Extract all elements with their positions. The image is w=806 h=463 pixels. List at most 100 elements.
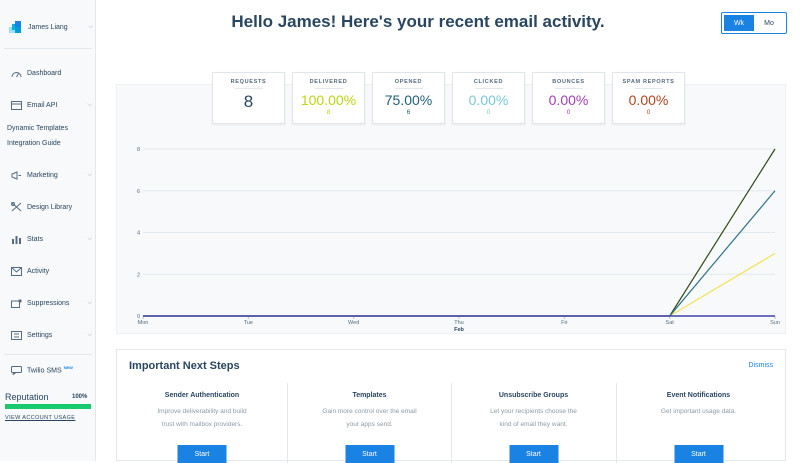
stat-divider [474,88,503,89]
stat-divider [314,88,343,89]
y-tick-label: 8 [137,147,140,153]
x-tick-label: Wed [348,320,359,326]
step-title: Templates [352,392,387,399]
stat-value: 75.00% [384,92,433,108]
stat-value: 0.00% [628,92,669,108]
sidebar-item-label: Marketing [27,171,58,179]
y-tick-label: 2 [137,272,140,278]
sidebar-item-label: Dashboard [27,69,62,77]
chevron-down-icon: ⌵ [87,331,92,338]
x-tick-label: Sat [666,320,675,326]
account-switcher[interactable]: James Liang ⌵ [9,18,93,36]
stat-card-bounces[interactable]: BOUNCES 0.00% 0 [532,72,605,124]
sidebar-item-label: Design Library [27,203,73,211]
chevron-down-icon: ⌵ [88,23,93,30]
sidebar: James Liang ⌵ Dashboard Email API ⌵ Dyna… [0,0,96,461]
stat-title: DELIVERED [309,79,348,85]
stat-card-delivered[interactable]: DELIVERED 100.00% 8 [292,72,365,124]
chevron-down-icon: ⌵ [87,171,92,178]
stat-divider [394,88,423,89]
reputation-value: 100% [72,394,88,400]
stat-card-opened[interactable]: OPENED 75.00% 6 [372,72,445,124]
stat-card-spam-reports[interactable]: SPAM REPORTS 0.00% 0 [612,72,685,124]
next-steps-panel: Important Next Steps Dismiss Sender Auth… [116,349,786,463]
step-title: Sender Authentication [164,392,240,399]
sendgrid-logo-icon [9,20,22,34]
chevron-down-icon: ⌵ [87,101,92,108]
period-toggle: Wk Mo [721,12,787,34]
sidebar-item-marketing[interactable]: Marketing ⌵ [10,168,92,182]
next-steps-title: Important Next Steps [129,360,240,372]
sidebar-item-settings[interactable]: Settings ⌵ [10,328,92,342]
series-line-delivered [143,252,776,317]
sidebar-item-label: Settings [27,331,53,339]
x-tick-label: Thu [454,320,463,326]
series-line-opened [143,190,776,317]
sidebar-item-design-library[interactable]: Design Library [10,200,92,214]
y-tick-label: 4 [137,231,140,237]
sidebar-item-dashboard[interactable]: Dashboard [10,66,92,80]
stat-value: 100.00% [300,92,357,108]
stat-card-clicked[interactable]: CLICKED 0.00% 0 [452,72,525,124]
reputation-bar [5,404,91,409]
toggle-month[interactable]: Mo [764,19,774,27]
sidebar-item-activity[interactable]: Activity [10,264,92,278]
view-account-usage-link[interactable]: VIEW ACCOUNT USAGE [5,415,76,421]
y-tick-label: 6 [137,189,140,195]
sidebar-item-email-api[interactable]: Email API ⌵ [10,98,92,112]
start-button[interactable]: Start [509,445,558,463]
stat-title: OPENED [394,79,423,85]
y-tick-label: 0 [137,314,140,320]
code-icon [10,100,22,110]
sidebar-subitem-dynamic-templates[interactable]: Dynamic Templates [7,125,68,132]
chart-panel [116,84,786,334]
x-tick-label: Tue [244,320,253,326]
stat-divider [554,88,583,89]
sidebar-item-suppressions[interactable]: Suppressions ⌵ [10,296,92,310]
stat-count: 0 [646,109,651,116]
stat-title: CLICKED [473,79,504,85]
stat-value: 8 [243,92,254,111]
suppressions-icon [10,298,22,308]
settings-icon [10,330,22,340]
step-description: Let your recipients choose the kind of e… [490,408,577,428]
start-button[interactable]: Start [177,445,227,463]
sidebar-item-twilio-sms[interactable]: Twilio SMS NEW [10,363,92,377]
start-button[interactable]: Start [674,445,723,463]
stat-card-requests[interactable]: REQUESTS 8 [212,72,285,124]
stat-title: REQUESTS [230,79,267,85]
x-tick-label: Fri [561,320,567,326]
dismiss-link[interactable]: Dismiss [748,362,774,369]
sidebar-item-stats[interactable]: Stats ⌵ [10,232,92,246]
megaphone-icon [10,170,22,180]
sidebar-item-label: Stats [27,235,43,243]
page-title: Hello James! Here's your recent email ac… [231,12,605,31]
x-tick-label: Sun [770,320,780,326]
step-title: Event Notifications [666,392,731,399]
stat-title: BOUNCES [552,79,585,85]
start-button[interactable]: Start [345,445,394,463]
stat-value: 0.00% [548,92,589,108]
step-sender-authentication: Sender Authentication Improve deliverabi… [120,383,284,463]
stat-title: SPAM REPORTS [622,79,675,85]
design-tools-icon [10,202,22,212]
toggle-week[interactable]: Wk [724,15,754,31]
stat-count: 0 [486,109,491,116]
mail-activity-icon [10,266,22,276]
account-name: James Liang [28,23,68,31]
stat-count: 8 [326,109,331,116]
x-month-label: Feb [454,327,464,333]
step-description: Improve deliverability and build trust w… [157,408,247,428]
stat-count: 6 [406,109,411,116]
new-badge: NEW [63,365,73,371]
twilio-sms-text: Twilio SMS [27,367,62,375]
chevron-down-icon: ⌵ [87,299,92,306]
sidebar-item-label: Activity [27,267,50,275]
stat-value: 0.00% [468,92,509,108]
sidebar-subitem-integration-guide[interactable]: Integration Guide [7,140,61,147]
twilio-sms-label: Twilio SMS NEW [27,365,92,374]
step-event-notifications: Event Notifications Get important usage … [616,383,780,463]
step-title: Unsubscribe Groups [498,392,569,399]
step-description: Get important usage data. [660,408,737,415]
